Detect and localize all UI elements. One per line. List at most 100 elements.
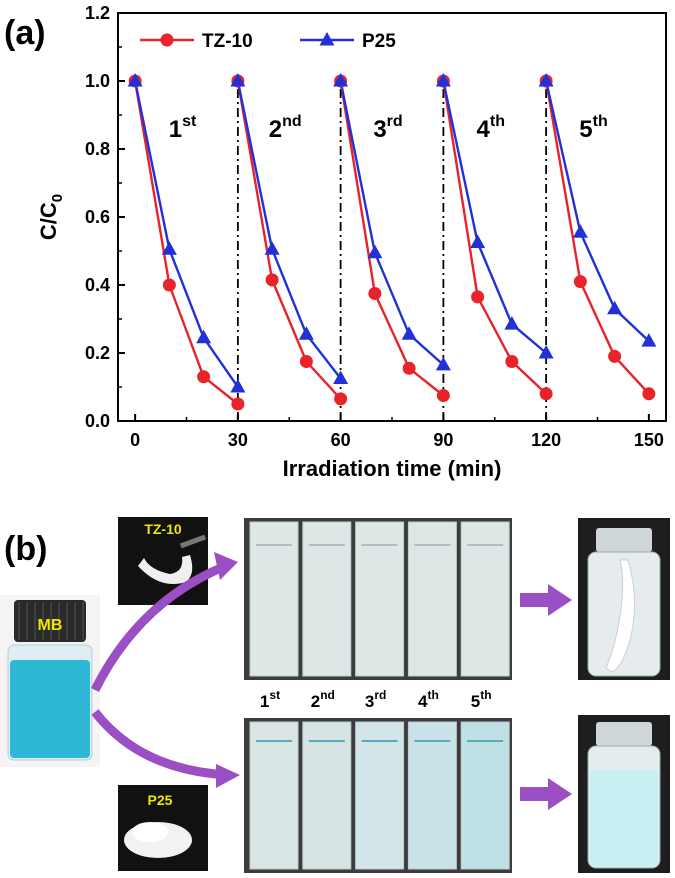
- arrow-right-top-shaft: [520, 593, 550, 607]
- data-point-p25: [504, 316, 520, 330]
- data-point-tz-10: [608, 349, 622, 363]
- p25-photo-label: P25: [148, 792, 173, 808]
- legend-marker: [319, 32, 335, 46]
- data-point-tz-10: [402, 361, 416, 375]
- x-tick-label: 60: [331, 430, 351, 450]
- tz10-cuvette: [355, 521, 405, 677]
- cloudy-suspension: [590, 770, 658, 866]
- legend: TZ-10 P25: [140, 31, 396, 52]
- data-point-tz-10: [573, 275, 587, 289]
- legend-label: TZ-10: [202, 31, 253, 52]
- cuvette-cycle-label: 5th: [471, 688, 492, 711]
- y-tick-label: 1.2: [85, 3, 110, 23]
- x-tick-label: 0: [130, 430, 140, 450]
- data-point-p25: [230, 379, 246, 393]
- panel-a-label: (a): [4, 14, 46, 52]
- cuvette-cycle-label: 2nd: [311, 688, 335, 711]
- x-axis-title: Irradiation time (min): [283, 456, 502, 481]
- data-point-p25: [641, 333, 657, 347]
- arrow-right-bottom-head: [548, 778, 572, 810]
- curved-arrow-up: [90, 560, 230, 693]
- arrow-right-top-head: [548, 584, 572, 616]
- p25-recovered-jar: [578, 715, 670, 873]
- y-axis-title-text: C/C0: [36, 194, 66, 240]
- y-tick-label: 0.6: [85, 207, 110, 227]
- series-line-p25: [442, 80, 547, 354]
- data-point-p25: [538, 73, 554, 87]
- data-point-tz-10: [436, 389, 450, 402]
- cycle-annotation: 2nd: [269, 113, 302, 143]
- tz10-photo-bg: [118, 517, 208, 605]
- mb-vial: MB: [0, 595, 100, 767]
- data-point-p25: [333, 370, 349, 384]
- arrow-right-bottom-shaft: [520, 787, 550, 801]
- x-tick-label: 150: [634, 430, 664, 450]
- data-point-tz-10: [539, 387, 553, 401]
- tz10-cuvette: [460, 521, 510, 677]
- plot-frame: [117, 12, 667, 422]
- p25-photo: P25: [118, 785, 208, 871]
- arrow-head-up: [214, 552, 238, 580]
- data-point-p25: [333, 73, 349, 87]
- y-tick-label: 0.0: [85, 411, 110, 431]
- data-point-p25: [161, 241, 177, 255]
- tz10-photo: TZ-10: [118, 517, 208, 605]
- cycle-annotation: 3rd: [373, 113, 402, 143]
- p25-cuvette: [355, 721, 405, 870]
- arrow-head-down: [216, 764, 240, 788]
- y-axis-title: C/C0: [36, 194, 66, 240]
- tz10-cuvette: [249, 521, 299, 677]
- data-point-p25: [572, 224, 588, 238]
- tz10-film-icon: [138, 555, 193, 584]
- photo-panel: TZ-10 MB P25 1st 2nd 3rd 4th 5th: [0, 517, 670, 873]
- data-point-p25: [435, 73, 451, 87]
- data-point-tz-10: [642, 387, 656, 401]
- film-icon: [605, 559, 635, 673]
- p25-cuvette: [460, 721, 510, 870]
- mb-solution: [10, 660, 90, 758]
- cycle-annotation: 1st: [169, 113, 197, 143]
- data-point-p25: [435, 356, 451, 371]
- data-point-p25: [230, 73, 246, 87]
- data-point-tz-10: [368, 287, 382, 300]
- data-point-p25: [298, 326, 314, 340]
- p25-cuvette: [302, 721, 352, 870]
- p25-powder-highlight: [132, 822, 168, 842]
- vial-cap: [14, 600, 86, 642]
- y-tick-label: 1.0: [85, 71, 110, 91]
- panel-b-label: (b): [4, 530, 47, 568]
- mb-vial-label: MB: [38, 617, 63, 634]
- y-tick-label: 0.4: [85, 275, 110, 295]
- x-tick-label: 90: [433, 430, 453, 450]
- data-point-tz-10: [471, 290, 485, 304]
- series-line-p25: [544, 80, 650, 342]
- tz10-cuvette: [407, 521, 457, 677]
- plot-area: 0.0 0.2 0.4 0.6 0.8 1.0 1.2 0 30 60 90 120 150 Irradi…: [36, 3, 667, 481]
- series-line-tz-10: [133, 80, 239, 405]
- data-point-p25: [196, 329, 212, 344]
- series-line-tz-10: [544, 80, 650, 395]
- tweezer-icon: [179, 534, 207, 549]
- x-tick-label: 120: [531, 430, 561, 450]
- tz10-recovered-jar: [578, 518, 670, 680]
- cuvette-cycle-label: 1st: [260, 688, 280, 711]
- data-point-p25: [607, 300, 623, 315]
- data-point-p25: [470, 234, 486, 248]
- p25-cuvette: [407, 721, 457, 870]
- series-line-tz-10: [236, 80, 342, 400]
- data-point-p25: [367, 244, 383, 259]
- p25-cuvette: [249, 721, 299, 870]
- data-point-p25: [127, 73, 143, 87]
- data-point-tz-10: [299, 355, 313, 368]
- data-point-tz-10: [162, 278, 176, 292]
- y-tick-label: 0.2: [85, 343, 110, 363]
- legend-label: P25: [362, 31, 396, 52]
- data-point-p25: [264, 241, 280, 255]
- cycle-annotation: 5th: [579, 113, 607, 143]
- x-tick-label: 30: [228, 430, 248, 450]
- data-point-p25: [401, 326, 417, 340]
- data-point-tz-10: [197, 370, 211, 384]
- jar-top-neck: [596, 528, 652, 552]
- cycle-annotation: 4th: [477, 113, 505, 143]
